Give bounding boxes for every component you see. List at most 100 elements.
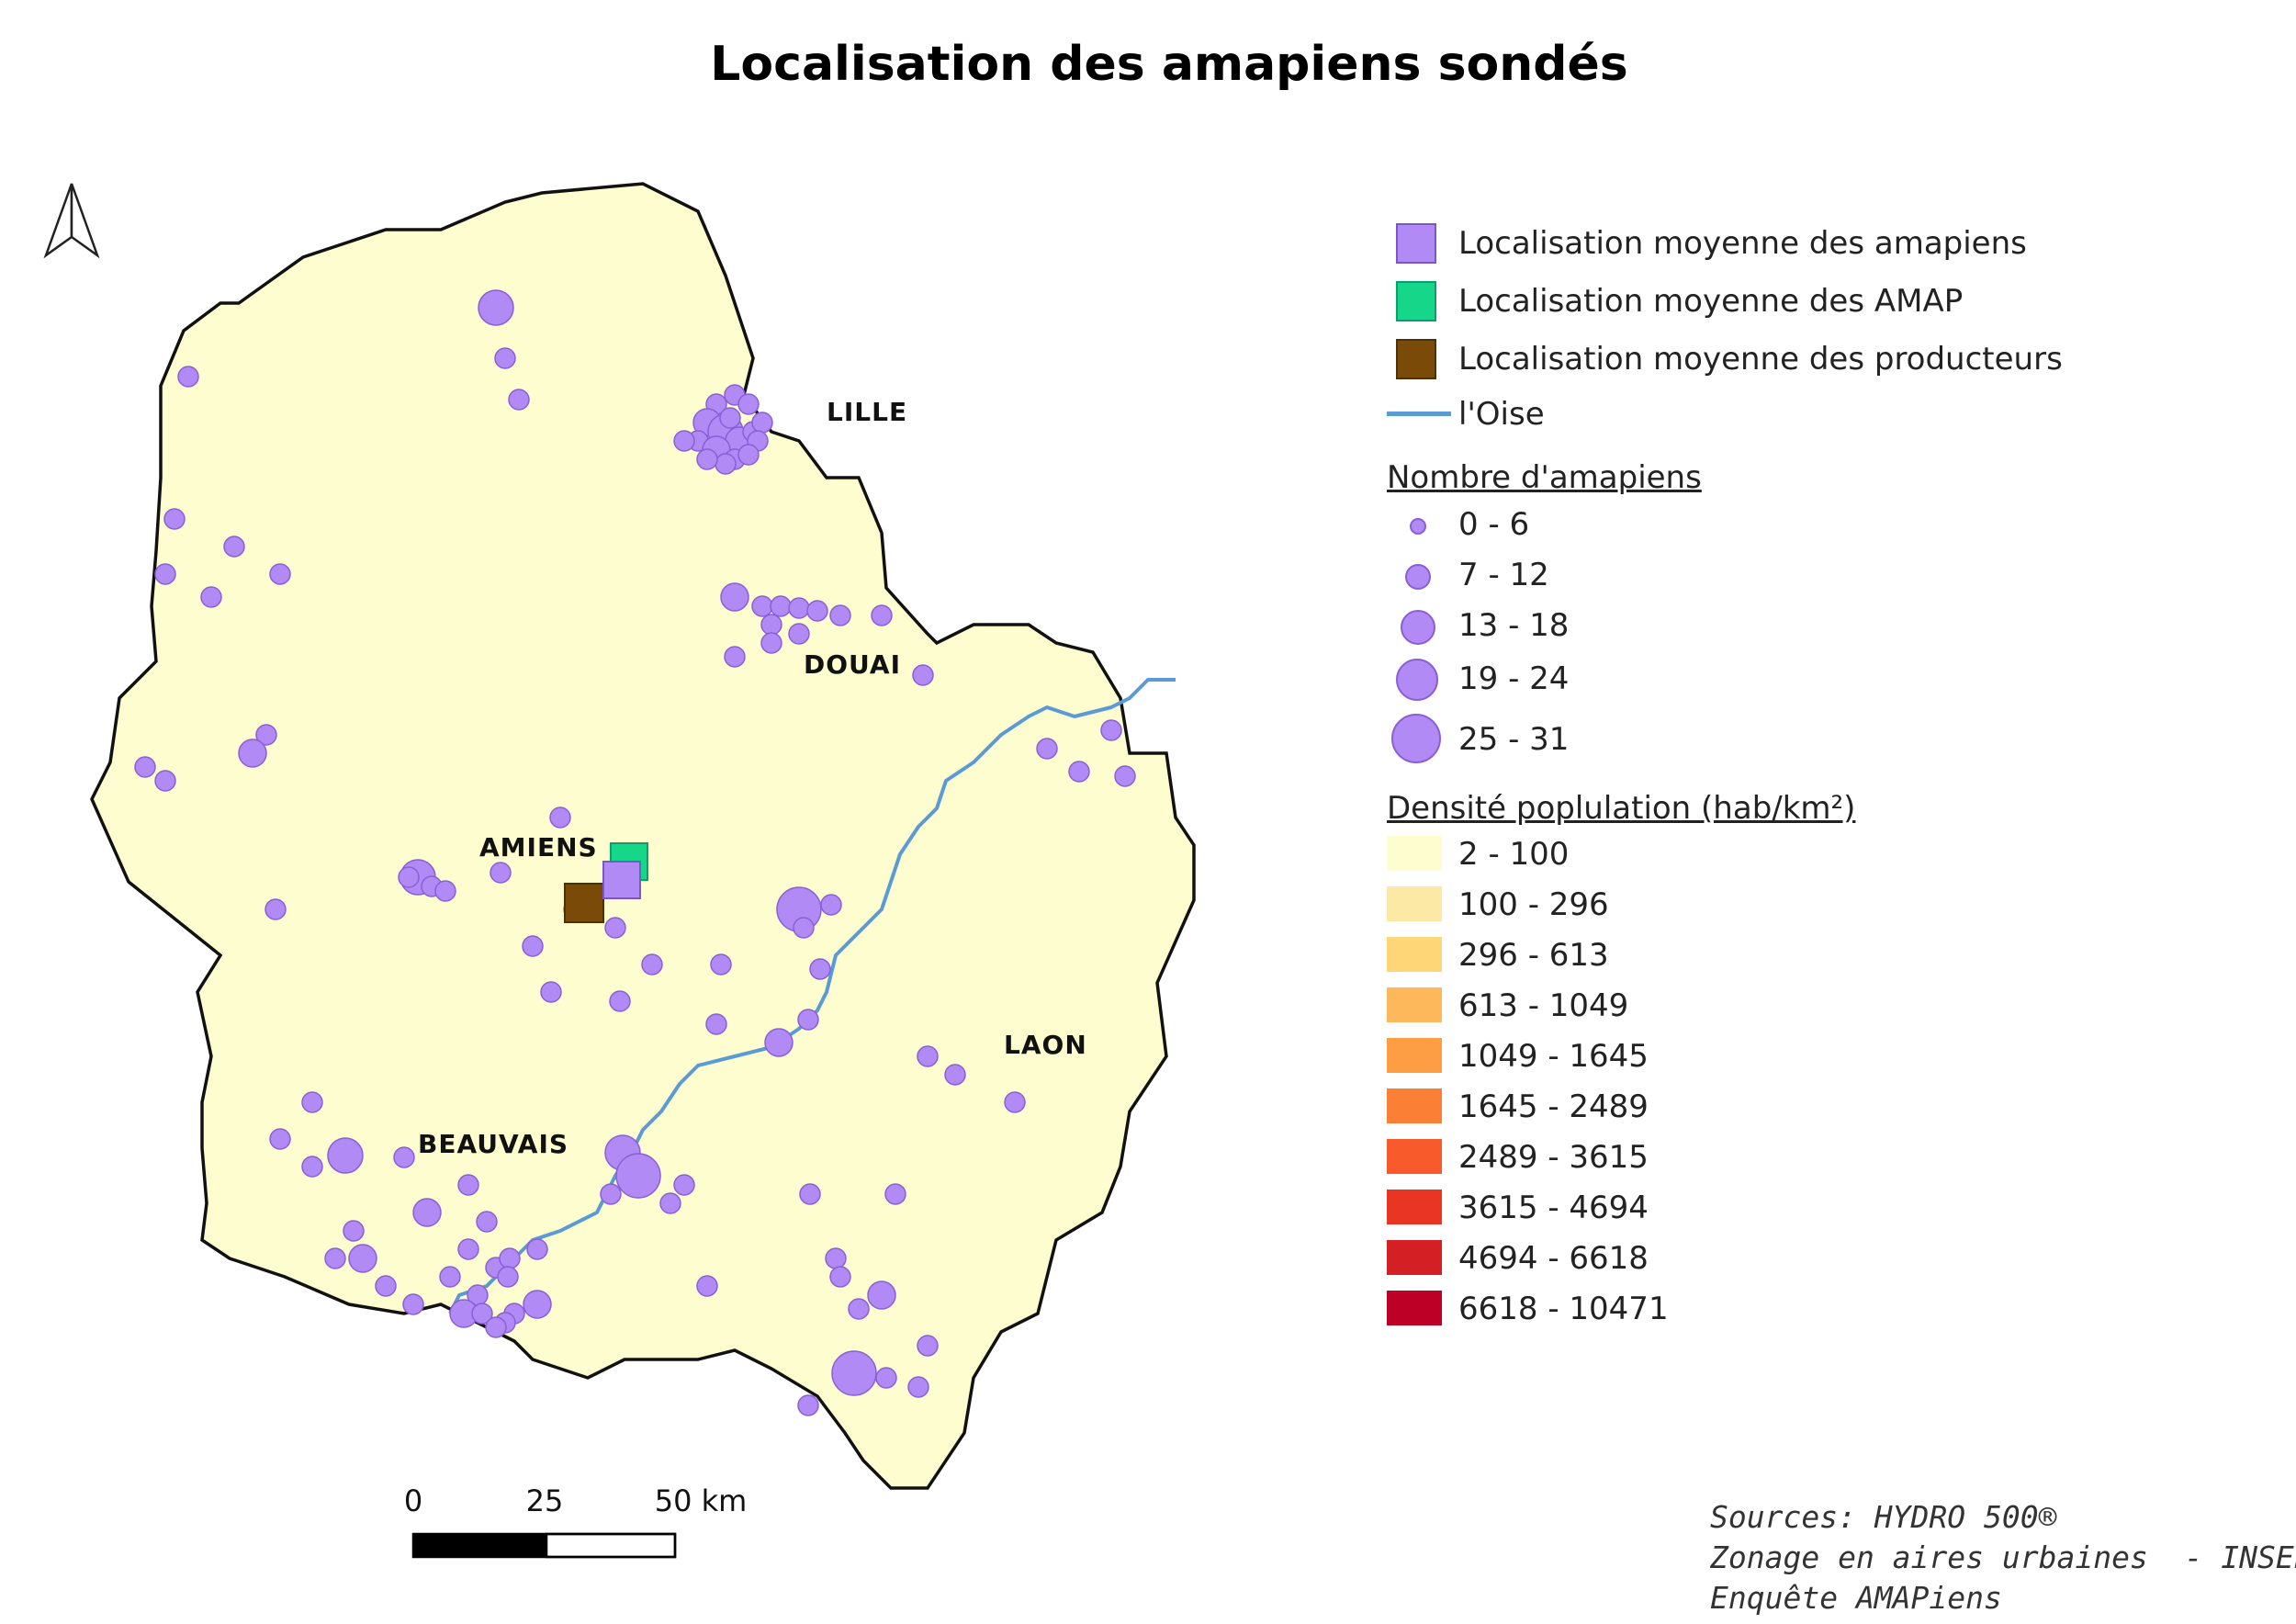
amapiens-point [615,1153,661,1199]
amapiens-point [343,1220,365,1242]
amapiens-point [917,1335,939,1357]
amapiens-point [799,1183,821,1205]
amapiens-point [848,1298,870,1320]
amapiens-point [540,981,562,1003]
amapiens-point [825,1247,847,1269]
amapiens-point [478,289,514,326]
amapiens-point [301,1156,323,1178]
amapiens-point [439,1266,461,1288]
amapiens-point [393,1146,415,1168]
amapiens-point [434,880,456,902]
amapiens-point [269,1128,291,1150]
amapiens-point [177,366,199,388]
amapiens-point [912,664,934,686]
amapiens-point [523,1290,552,1319]
amapiens-point [134,756,156,778]
amapiens-point [494,347,516,369]
amapiens-point [508,389,530,411]
amapiens-point [751,595,773,617]
map-canvas: LILLE DOUAI AMIENS LAON BEAUVAIS 0 25 50… [43,182,1196,1559]
amapiens-point [1068,761,1090,783]
amapiens-point [301,1091,323,1113]
amapiens-point [806,600,828,622]
amapiens-point [375,1275,397,1297]
sources-note: Sources: HYDRO 500® Zonage en aires urbai… [1710,1499,2296,1616]
amapiens-point [200,586,222,608]
amapiens-point [604,917,626,939]
amapiens-point [600,1183,622,1205]
legend-swatch-mean-producteurs [1396,339,1436,379]
amapiens-point [526,1238,548,1260]
amapiens-point [641,953,663,976]
legend-swatch-river [1387,412,1451,416]
scale-tick-50: 50 km [655,1483,748,1518]
amapiens-point [696,1275,718,1297]
amapiens-point [720,582,749,612]
amapiens-point [867,1280,896,1310]
amapiens-point [797,1394,819,1416]
amapiens-point [154,770,176,792]
river-oise [448,678,1176,1314]
amapiens-point [659,1192,681,1214]
legend-swatch-mean-amap [1396,281,1436,321]
amapiens-point [871,604,893,626]
amapiens-point [402,1293,424,1315]
amapiens-point [1100,719,1122,741]
amapiens-point [705,1013,727,1035]
amapiens-point [737,393,760,415]
amapiens-point [751,412,773,434]
mean-location-amapiens-marker [602,861,641,899]
amapiens-point [327,1137,364,1174]
amapiens-point [820,894,842,916]
city-label-beauvais: BEAUVAIS [418,1129,568,1159]
amapiens-point [499,1247,521,1269]
city-label-amiens: AMIENS [479,832,598,863]
amapiens-point [829,1266,851,1288]
amapiens-point [737,444,760,466]
amapiens-point [223,536,245,558]
city-label-douai: DOUAI [804,649,901,680]
amapiens-point [673,1174,695,1196]
amapiens-point [457,1174,479,1196]
amapiens-point [476,1211,498,1233]
map-title: Localisation des amapiens sondés [710,37,1628,92]
amapiens-point [154,563,176,585]
amapiens-point [324,1247,346,1269]
amapiens-point [485,1316,507,1338]
amapiens-point [696,448,718,470]
amapiens-point [875,1367,897,1389]
amapiens-point [917,1045,939,1067]
amapiens-point [673,430,695,452]
amapiens-point [163,508,186,530]
amapiens-point [764,1028,793,1057]
amapiens-point [760,632,782,654]
amapiens-point [1004,1091,1026,1113]
amapiens-point [238,739,267,768]
amapiens-point [398,866,420,888]
mean-location-producers-marker [564,883,604,923]
amapiens-point [719,407,741,429]
amapiens-point [457,1238,479,1260]
amapiens-point [829,604,851,626]
north-arrow-icon [43,183,100,259]
amapiens-point [760,614,782,636]
amapiens-point [907,1376,929,1398]
amapiens-point [490,862,512,884]
amapiens-point [788,597,810,619]
amapiens-point [264,898,287,920]
city-label-lille: LILLE [827,397,907,427]
amapiens-point [797,1009,819,1031]
amapiens-point [809,958,831,980]
amapiens-point [609,990,631,1012]
amapiens-point [1114,765,1136,787]
amapiens-point [715,453,737,475]
amapiens-point [348,1244,377,1273]
amapiens-point [1036,738,1058,760]
amapiens-point [269,563,291,585]
amapiens-point [710,953,732,976]
region-outline [90,182,1196,1490]
amapiens-point [522,935,544,957]
amapiens-point [770,595,792,617]
amapiens-points-layer [134,289,1136,1416]
amapiens-point [471,1303,493,1325]
